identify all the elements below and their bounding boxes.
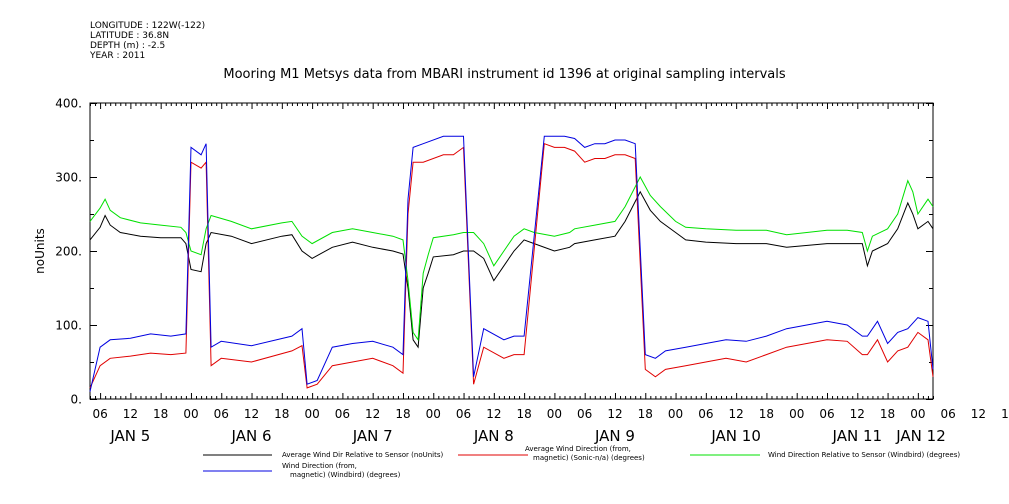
x-tick-label: 06 (577, 407, 592, 421)
series-line (89, 175, 934, 342)
day-label: JAN 8 (473, 427, 514, 445)
day-label: JAN 7 (352, 427, 393, 445)
y-tick-label: 200. (55, 245, 82, 259)
x-tick-label: 18 (638, 407, 653, 421)
x-tick-label: 06 (92, 407, 107, 421)
x-tick-label: 06 (819, 407, 834, 421)
x-tick-label: 18 (880, 407, 895, 421)
legend: Average Wind Dir Relative to Sensor (noU… (203, 445, 960, 479)
metadata-header: LONGITUDE : 122W(-122) LATITUDE : 36.8N … (90, 21, 205, 61)
depth-label: DEPTH (m) : -2.5 (90, 41, 166, 51)
y-axis-label: noUnits (33, 228, 47, 274)
x-tick-label: 18 (516, 407, 531, 421)
longitude-label: LONGITUDE : 122W(-122) (90, 21, 206, 31)
x-tick-label: 18 (274, 407, 289, 421)
series-line (89, 143, 934, 389)
x-tick-label: 06 (335, 407, 350, 421)
x-tick-label: 18 (1001, 407, 1009, 421)
x-tick-label: 00 (547, 407, 562, 421)
year-label: YEAR : 2011 (90, 51, 146, 61)
series-line (89, 190, 934, 349)
day-label: JAN 12 (895, 427, 946, 445)
x-tick-label: 12 (850, 407, 865, 421)
x-tick-label: 06 (698, 407, 713, 421)
x-tick-label: 12 (728, 407, 743, 421)
legend-label: magnetic) (Windbird) (degrees) (290, 471, 401, 479)
plot-border (89, 102, 934, 400)
x-tick-label: 00 (304, 407, 319, 421)
latitude-label: LATITUDE : 36.8N (90, 31, 170, 41)
day-label: JAN 11 (832, 427, 883, 445)
legend-label: magnetic) (Sonic-n/a) (degrees) (533, 454, 645, 462)
x-tick-label: 00 (183, 407, 198, 421)
day-label: JAN 5 (109, 427, 150, 445)
chart-title: Mooring M1 Metsys data from MBARI instru… (223, 67, 786, 82)
y-tick-label: 0. (71, 393, 82, 407)
x-tick-label: 12 (486, 407, 501, 421)
day-label: JAN 6 (231, 427, 272, 445)
x-tick-label: 06 (456, 407, 471, 421)
x-tick-label: 00 (910, 407, 925, 421)
legend-label: Wind Direction Relative to Sensor (Windb… (768, 451, 960, 459)
x-tick-label: 06 (214, 407, 229, 421)
x-tick-label: 12 (123, 407, 138, 421)
x-tick-label: 18 (395, 407, 410, 421)
day-label: JAN 9 (594, 427, 635, 445)
x-tick-label: 12 (971, 407, 986, 421)
day-label: JAN 10 (710, 427, 761, 445)
y-tick-label: 300. (55, 171, 82, 185)
legend-label: Average Wind Direction (from, (525, 445, 631, 453)
plot-frame: 0. 100. 200. 300. 400. noUnits 06 12 18 00 06 12 18 0… (33, 97, 1009, 446)
x-tick-label: 06 (941, 407, 956, 421)
x-tick-label: 12 (365, 407, 380, 421)
x-tick-label: 12 (244, 407, 259, 421)
x-tick-label: 12 (607, 407, 622, 421)
x-tick-label: 18 (153, 407, 168, 421)
x-tick-label: 00 (789, 407, 804, 421)
x-tick-label: 18 (759, 407, 774, 421)
y-tick-label: 400. (55, 97, 82, 111)
legend-label: Wind Direction (from, (282, 462, 357, 470)
series-lines (89, 135, 934, 392)
x-tick-label: 00 (668, 407, 683, 421)
x-tick-label: 00 (426, 407, 441, 421)
y-tick-label: 100. (55, 319, 82, 333)
legend-label: Average Wind Dir Relative to Sensor (noU… (282, 451, 443, 459)
series-line (89, 135, 934, 392)
